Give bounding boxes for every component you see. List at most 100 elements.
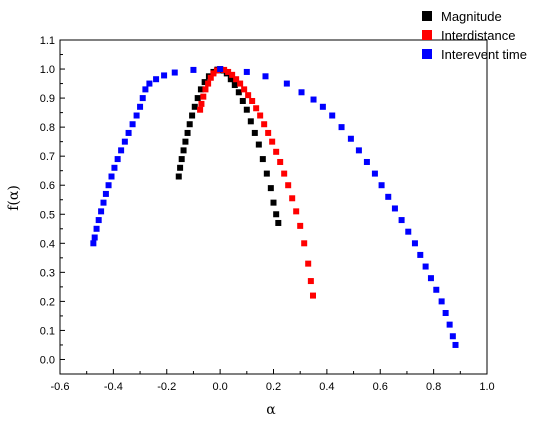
data-point	[125, 129, 132, 136]
data-point	[161, 72, 168, 79]
data-point	[217, 66, 224, 73]
data-point	[177, 164, 184, 171]
y-tick-label: 0.2	[40, 296, 55, 308]
data-point	[241, 86, 248, 93]
data-point	[105, 182, 112, 189]
data-point	[100, 199, 107, 206]
x-tick-label: -0.4	[104, 381, 123, 393]
data-point	[200, 93, 207, 100]
data-point	[398, 217, 405, 224]
data-point	[385, 193, 392, 200]
data-point	[205, 80, 212, 87]
data-point	[319, 103, 326, 110]
data-point	[363, 158, 370, 165]
data-point	[347, 135, 354, 142]
data-point	[289, 195, 296, 202]
series-magnitude	[175, 66, 282, 226]
data-point	[235, 89, 242, 96]
data-point	[281, 170, 288, 177]
data-point	[245, 92, 252, 99]
plot-frame	[59, 39, 488, 375]
legend-label: Interdistance	[441, 28, 515, 43]
data-point	[293, 208, 300, 215]
data-point	[111, 164, 118, 171]
x-tick-label: 0.4	[319, 381, 334, 393]
y-axis-label: f(α)	[6, 185, 22, 211]
data-point	[137, 103, 144, 110]
data-point	[129, 121, 136, 128]
data-point	[265, 129, 272, 136]
data-point	[263, 170, 270, 177]
data-point	[417, 251, 424, 258]
data-point	[273, 148, 280, 155]
data-point	[194, 95, 201, 102]
data-point	[259, 156, 266, 163]
data-point	[391, 205, 398, 212]
data-point	[180, 147, 187, 154]
data-point	[243, 106, 250, 113]
data-point	[285, 182, 292, 189]
data-point	[422, 263, 429, 270]
y-tick-label: 0.0	[40, 354, 55, 366]
x-tick-label: 0.0	[212, 381, 227, 393]
data-point	[283, 80, 290, 87]
y-tick-label: 0.9	[40, 93, 55, 105]
data-point	[121, 138, 128, 145]
data-point	[249, 97, 256, 104]
legend-swatch	[422, 11, 432, 21]
data-point	[221, 66, 228, 73]
data-point	[233, 76, 240, 83]
data-point	[229, 71, 236, 78]
series-layer	[90, 66, 459, 348]
data-point	[378, 182, 385, 189]
data-point	[255, 141, 262, 148]
data-point	[108, 173, 115, 180]
data-point	[438, 298, 445, 305]
x-tick-label: -0.6	[51, 381, 70, 393]
data-point	[269, 138, 276, 145]
data-point	[114, 156, 121, 163]
data-point	[182, 138, 189, 145]
data-point	[225, 68, 232, 75]
y-tick-label: 0.4	[40, 238, 55, 250]
data-point	[446, 321, 453, 328]
data-point	[201, 79, 208, 86]
data-point	[202, 86, 209, 93]
plot-border	[59, 39, 488, 375]
data-point	[90, 240, 97, 247]
data-point	[198, 100, 205, 107]
data-point	[275, 219, 282, 226]
data-point	[433, 286, 440, 293]
data-point	[449, 333, 456, 340]
data-point	[442, 310, 449, 317]
data-point	[91, 234, 98, 241]
data-point	[310, 96, 317, 103]
y-tick-label: 0.5	[40, 209, 55, 221]
data-point	[153, 76, 160, 83]
data-point	[411, 240, 418, 247]
y-tick-label: 1.0	[40, 64, 55, 76]
data-point	[186, 121, 193, 128]
data-point	[118, 147, 125, 154]
x-tick-label: 0.2	[266, 381, 281, 393]
data-point	[133, 112, 140, 119]
data-point	[239, 97, 246, 104]
y-tick-label: 0.7	[40, 151, 55, 163]
data-point	[298, 89, 305, 96]
data-point	[207, 74, 214, 81]
x-tick-label: 0.8	[426, 381, 441, 393]
data-point	[247, 118, 254, 125]
legend-swatch	[422, 49, 432, 59]
data-point	[371, 170, 378, 177]
data-point	[95, 217, 102, 224]
data-point	[190, 66, 197, 73]
data-point	[98, 208, 105, 215]
data-point	[253, 105, 260, 112]
data-point	[452, 341, 459, 348]
data-point	[329, 112, 336, 119]
data-point	[197, 106, 204, 113]
data-point	[237, 80, 244, 87]
data-point	[227, 76, 234, 83]
data-point	[251, 129, 258, 136]
